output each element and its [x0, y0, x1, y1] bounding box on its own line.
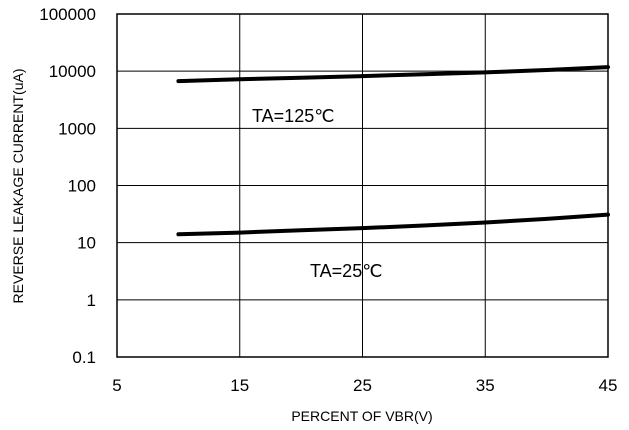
- series-label-25c: TA=25℃: [310, 261, 382, 281]
- y-axis-title: REVERSE LEAKAGE CURRENT(uA): [10, 69, 26, 304]
- series-label-125c: TA=125℃: [252, 106, 334, 126]
- y-tick-label: 10: [77, 234, 96, 253]
- y-tick-label: 100000: [39, 5, 96, 24]
- y-tick-label: 100: [68, 177, 96, 196]
- series-line-1: [176, 212, 610, 237]
- y-tick-label: 1: [87, 291, 96, 310]
- x-tick-label: 15: [230, 376, 249, 395]
- y-tick-label: 10000: [49, 62, 96, 81]
- x-tick-labels: 5 15 25 35 45: [112, 376, 617, 395]
- grid: [117, 14, 608, 357]
- x-tick-label: 45: [599, 376, 618, 395]
- x-tick-label: 25: [353, 376, 372, 395]
- y-tick-label: 0.1: [72, 348, 96, 367]
- y-tick-labels: 0.1 1 10 100 1000 10000 100000: [39, 5, 96, 367]
- x-tick-label: 5: [112, 376, 121, 395]
- y-tick-label: 1000: [58, 119, 96, 138]
- x-tick-label: 35: [476, 376, 495, 395]
- series-line-0: [176, 65, 610, 84]
- series-lines: [176, 65, 610, 237]
- plot-frame: [116, 13, 609, 358]
- x-axis-title: PERCENT OF VBR(V): [291, 408, 432, 424]
